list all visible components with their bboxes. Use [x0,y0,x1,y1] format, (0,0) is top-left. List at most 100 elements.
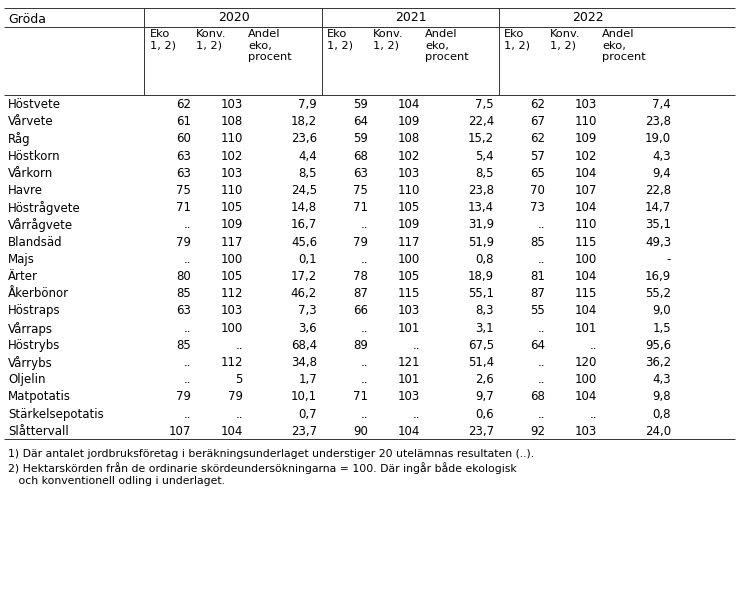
Text: 103: 103 [398,167,420,180]
Text: 110: 110 [575,219,597,231]
Text: 75: 75 [176,184,191,197]
Text: 109: 109 [221,219,243,231]
Text: 70: 70 [530,184,545,197]
Text: 4,4: 4,4 [299,150,317,163]
Text: 68: 68 [353,150,368,163]
Text: 104: 104 [575,305,597,317]
Text: Vårraps: Vårraps [8,322,53,336]
Text: 80: 80 [176,270,191,283]
Text: 115: 115 [398,287,420,300]
Text: 34,8: 34,8 [291,356,317,369]
Text: ..: .. [412,339,420,352]
Text: 63: 63 [176,305,191,317]
Text: 110: 110 [221,184,243,197]
Text: 63: 63 [176,150,191,163]
Text: 90: 90 [353,425,368,438]
Text: 105: 105 [221,201,243,214]
Text: 61: 61 [176,115,191,128]
Text: Gröda: Gröda [8,13,46,26]
Text: 1,5: 1,5 [653,322,671,335]
Text: 67: 67 [530,115,545,128]
Text: 85: 85 [176,339,191,352]
Text: 23,7: 23,7 [468,425,494,438]
Text: 117: 117 [398,236,420,249]
Text: 100: 100 [221,322,243,335]
Text: 15,2: 15,2 [468,133,494,145]
Text: 45,6: 45,6 [291,236,317,249]
Text: ..: .. [412,408,420,421]
Text: 64: 64 [530,339,545,352]
Text: ..: .. [183,408,191,421]
Text: ..: .. [361,356,368,369]
Text: 78: 78 [353,270,368,283]
Text: 55,1: 55,1 [468,287,494,300]
Text: 103: 103 [221,305,243,317]
Text: 17,2: 17,2 [290,270,317,283]
Text: Andel
eko,
procent: Andel eko, procent [248,29,292,62]
Text: 65: 65 [530,167,545,180]
Text: 105: 105 [221,270,243,283]
Text: Vårrågvete: Vårrågvete [8,219,73,233]
Text: ..: .. [236,408,243,421]
Text: 0,6: 0,6 [475,408,494,421]
Text: 104: 104 [398,98,420,111]
Text: 7,4: 7,4 [653,98,671,111]
Text: 109: 109 [398,115,420,128]
Text: 7,5: 7,5 [475,98,494,111]
Text: 51,4: 51,4 [468,356,494,369]
Text: 18,2: 18,2 [291,115,317,128]
Text: 105: 105 [398,270,420,283]
Text: ..: .. [183,356,191,369]
Text: 2020: 2020 [218,11,250,24]
Text: ..: .. [361,373,368,386]
Text: 112: 112 [220,356,243,369]
Text: 0,1: 0,1 [299,253,317,266]
Text: 22,4: 22,4 [468,115,494,128]
Text: 85: 85 [176,287,191,300]
Text: 107: 107 [575,184,597,197]
Text: 104: 104 [575,391,597,403]
Text: 63: 63 [176,167,191,180]
Text: 103: 103 [221,167,243,180]
Text: 79: 79 [176,391,191,403]
Text: Andel
eko,
procent: Andel eko, procent [602,29,646,62]
Text: 8,5: 8,5 [299,167,317,180]
Text: Eko
1, 2): Eko 1, 2) [150,29,176,51]
Text: 55,2: 55,2 [645,287,671,300]
Text: 102: 102 [398,150,420,163]
Text: 2022: 2022 [572,11,604,24]
Text: 100: 100 [221,253,243,266]
Text: 67,5: 67,5 [468,339,494,352]
Text: -: - [667,253,671,266]
Text: 16,7: 16,7 [290,219,317,231]
Text: 79: 79 [353,236,368,249]
Text: 115: 115 [575,287,597,300]
Text: 100: 100 [575,373,597,386]
Text: 10,1: 10,1 [291,391,317,403]
Text: 7,9: 7,9 [299,98,317,111]
Text: 24,0: 24,0 [645,425,671,438]
Text: 104: 104 [398,425,420,438]
Text: Havre: Havre [8,184,43,197]
Text: 0,7: 0,7 [299,408,317,421]
Text: 102: 102 [575,150,597,163]
Text: 102: 102 [221,150,243,163]
Text: Blandsäd: Blandsäd [8,236,63,249]
Text: 71: 71 [353,201,368,214]
Text: 5,4: 5,4 [475,150,494,163]
Text: 8,5: 8,5 [475,167,494,180]
Text: Eko
1, 2): Eko 1, 2) [504,29,530,51]
Text: 103: 103 [575,425,597,438]
Text: ..: .. [183,219,191,231]
Text: 109: 109 [398,219,420,231]
Text: 105: 105 [398,201,420,214]
Text: 57: 57 [530,150,545,163]
Text: Oljelin: Oljelin [8,373,46,386]
Text: 81: 81 [530,270,545,283]
Text: 8,3: 8,3 [475,305,494,317]
Text: 112: 112 [220,287,243,300]
Text: 120: 120 [575,356,597,369]
Text: 101: 101 [398,322,420,335]
Text: 14,7: 14,7 [644,201,671,214]
Text: 5: 5 [236,373,243,386]
